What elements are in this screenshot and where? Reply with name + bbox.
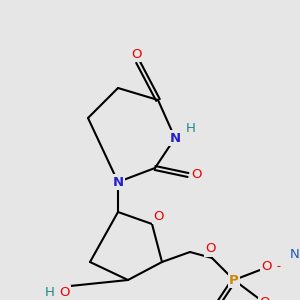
Text: O: O <box>153 209 163 223</box>
Text: O: O <box>191 169 201 182</box>
Text: Na +: Na + <box>290 248 300 260</box>
Text: H: H <box>186 122 196 134</box>
Text: O: O <box>259 296 269 300</box>
Text: O: O <box>261 260 271 272</box>
Text: H: H <box>45 286 55 299</box>
Text: O: O <box>205 242 215 256</box>
Text: -: - <box>273 260 281 272</box>
Text: O: O <box>60 286 70 299</box>
Text: N: N <box>112 176 124 188</box>
Text: -: - <box>271 296 279 300</box>
Text: O: O <box>131 47 141 61</box>
Text: N: N <box>169 131 181 145</box>
Text: P: P <box>229 274 239 286</box>
